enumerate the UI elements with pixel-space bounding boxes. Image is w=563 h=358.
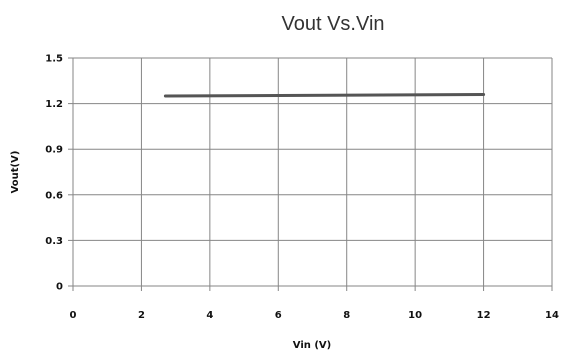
chart-title: Vout Vs.Vin [281, 13, 384, 35]
series-line [163, 93, 486, 98]
y-axis-tick-labels: 0 0.3 0.6 0.9 1.2 1.5 [45, 54, 73, 293]
x-axis-tick-labels: 0 2 4 6 8 10 12 14 [70, 286, 559, 321]
y-axis-label: Vout(V) [10, 151, 21, 194]
x-tick-label: 12 [477, 310, 491, 321]
x-axis-label: Vin (V) [293, 340, 331, 351]
x-tick-label: 10 [408, 310, 422, 321]
y-tick-label: 1.2 [45, 99, 63, 110]
horizontal-gridlines [73, 57, 552, 241]
y-tick-label: 0.9 [45, 145, 63, 156]
y-tick-label: 1.5 [45, 54, 63, 65]
x-tick-label: 8 [343, 310, 350, 321]
series-layer [163, 93, 486, 98]
x-tick-label: 2 [138, 310, 145, 321]
x-tick-label: 14 [545, 310, 559, 321]
y-tick-label: 0.3 [45, 236, 63, 247]
x-tick-label: 0 [70, 310, 77, 321]
x-tick-label: 4 [206, 310, 213, 321]
plot-area [73, 58, 552, 286]
y-tick-label: 0 [56, 282, 63, 293]
y-tick-label: 0.6 [45, 190, 63, 201]
x-tick-label: 6 [275, 310, 282, 321]
